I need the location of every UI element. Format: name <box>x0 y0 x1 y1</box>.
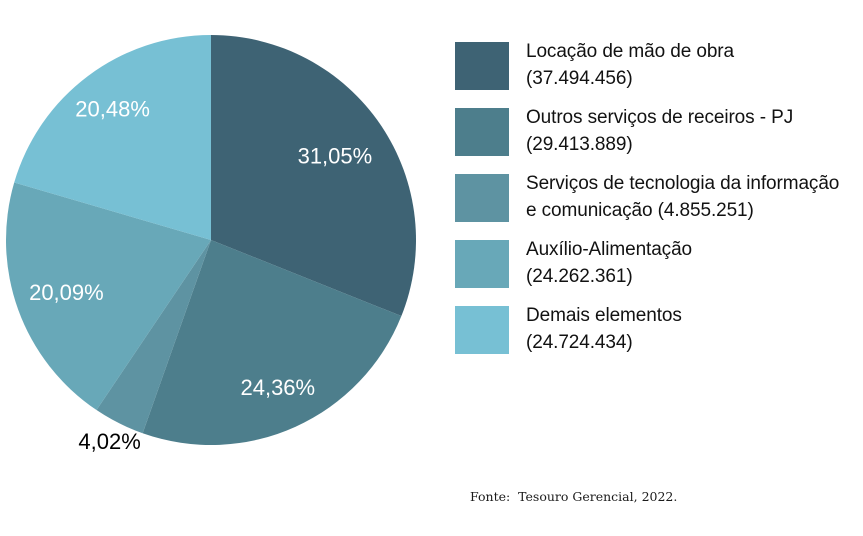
legend-swatch <box>455 174 509 222</box>
legend-swatch <box>455 306 509 354</box>
legend-label: Demais elementos (24.724.434) <box>526 303 682 356</box>
pie-slice-label-4: 20,09% <box>29 280 104 305</box>
legend-label: Auxílio-Alimentação (24.262.361) <box>526 237 692 290</box>
legend-label-line-2: (37.494.456) <box>526 67 633 89</box>
legend-label-line-1: Outros serviços de receiros - PJ <box>526 107 794 128</box>
legend-swatch <box>455 108 509 156</box>
pie-slice-label-5: 20,48% <box>75 96 150 121</box>
legend-label-line-1: Auxílio-Alimentação <box>526 239 693 260</box>
legend-label-line-2: e comunicação (4.855.251) <box>526 199 754 221</box>
legend-label-line-1: Demais elementos <box>526 305 682 326</box>
legend-label: Locação de mão de obra (37.494.456) <box>526 39 734 92</box>
legend-label-line-1: Locação de mão de obra <box>526 41 735 62</box>
legend-label-line-2: (29.413.889) <box>526 133 633 155</box>
source-note: Fonte: Tesouro Gerencial, 2022. <box>470 489 678 504</box>
legend-item: Demais elementos (24.724.434) <box>455 303 839 356</box>
pie-slice-label-1: 31,05% <box>298 144 373 169</box>
pie-chart-svg: 31,05% 24,36% 4,02% 20,09% 20,48% <box>5 35 417 454</box>
pie-slice-3 <box>96 240 211 434</box>
legend-item: Serviços de tecnologia da informação e c… <box>455 171 839 224</box>
legend-swatch <box>455 240 509 288</box>
pie-chart: 31,05% 24,36% 4,02% 20,09% 20,48% <box>4 33 418 454</box>
legend-item: Locação de mão de obra (37.494.456) <box>455 39 839 92</box>
pie-slice-1 <box>211 35 417 317</box>
legend-label-line-2: (24.262.361) <box>526 265 633 287</box>
pie-slice-2 <box>142 240 402 446</box>
pie-slice-label-2: 24,36% <box>240 375 315 400</box>
legend-swatch <box>455 42 509 90</box>
pie-slice-5 <box>14 35 211 240</box>
legend: Locação de mão de obra (37.494.456) Outr… <box>455 39 839 356</box>
legend-label: Serviços de tecnologia da informação e c… <box>526 171 839 224</box>
legend-label-line-2: (24.724.434) <box>526 331 633 353</box>
legend-label: Outros serviços de receiros - PJ (29.413… <box>526 105 793 158</box>
pie-slice-4 <box>5 182 211 411</box>
legend-item: Outros serviços de receiros - PJ (29.413… <box>455 105 839 158</box>
pie-slice-label-3: 4,02% <box>78 429 140 454</box>
legend-item: Auxílio-Alimentação (24.262.361) <box>455 237 839 290</box>
legend-label-line-1: Serviços de tecnologia da informação <box>526 173 840 194</box>
